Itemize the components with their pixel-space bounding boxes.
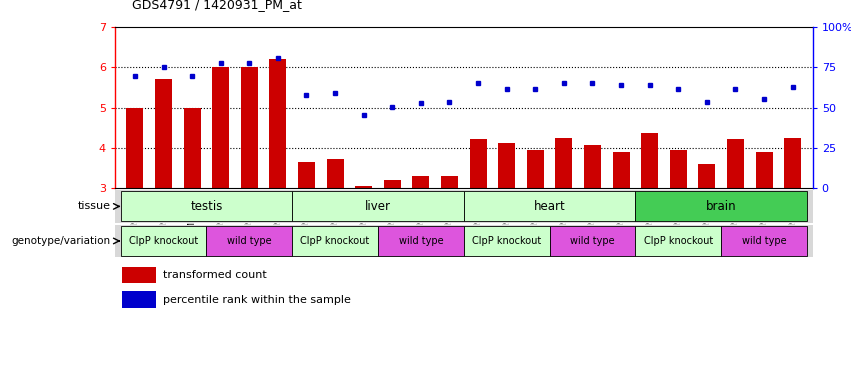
Bar: [464, 191, 636, 222]
Bar: [121, 191, 292, 222]
Bar: [464, 226, 550, 256]
Text: percentile rank within the sample: percentile rank within the sample: [163, 295, 351, 305]
Bar: [292, 226, 378, 256]
Bar: [122, 267, 156, 283]
Bar: [292, 191, 464, 222]
Bar: [498, 143, 515, 188]
Bar: [384, 180, 401, 188]
Bar: [269, 59, 287, 188]
Text: wild type: wild type: [742, 236, 786, 246]
Bar: [470, 139, 487, 188]
Text: heart: heart: [534, 200, 565, 213]
Bar: [636, 226, 721, 256]
Bar: [413, 176, 430, 188]
Bar: [212, 67, 229, 188]
Bar: [241, 67, 258, 188]
Bar: [298, 162, 315, 188]
Bar: [550, 226, 636, 256]
Bar: [378, 226, 464, 256]
Bar: [327, 159, 344, 188]
Text: wild type: wild type: [398, 236, 443, 246]
Text: ClpP knockout: ClpP knockout: [472, 236, 541, 246]
Bar: [584, 145, 601, 188]
Text: wild type: wild type: [227, 236, 271, 246]
Bar: [784, 138, 802, 188]
Bar: [699, 164, 716, 188]
Bar: [556, 138, 573, 188]
Bar: [636, 191, 807, 222]
Bar: [641, 132, 659, 188]
Text: wild type: wild type: [570, 236, 614, 246]
Bar: [126, 108, 144, 188]
Bar: [670, 150, 687, 188]
Bar: [727, 139, 744, 188]
Bar: [613, 152, 630, 188]
Bar: [721, 226, 807, 256]
Bar: [122, 291, 156, 308]
Text: ClpP knockout: ClpP knockout: [129, 236, 198, 246]
Bar: [756, 152, 773, 188]
Text: ClpP knockout: ClpP knockout: [300, 236, 369, 246]
Bar: [527, 150, 544, 188]
Bar: [441, 176, 458, 188]
Bar: [355, 186, 372, 188]
Bar: [121, 226, 207, 256]
Text: GDS4791 / 1420931_PM_at: GDS4791 / 1420931_PM_at: [132, 0, 302, 12]
Text: liver: liver: [365, 200, 391, 213]
Text: brain: brain: [705, 200, 736, 213]
Text: tissue: tissue: [77, 201, 111, 212]
Bar: [184, 108, 201, 188]
Bar: [207, 226, 292, 256]
Text: ClpP knockout: ClpP knockout: [643, 236, 713, 246]
Bar: [155, 79, 172, 188]
Text: transformed count: transformed count: [163, 270, 266, 280]
Text: genotype/variation: genotype/variation: [12, 236, 111, 246]
Text: testis: testis: [191, 200, 223, 213]
